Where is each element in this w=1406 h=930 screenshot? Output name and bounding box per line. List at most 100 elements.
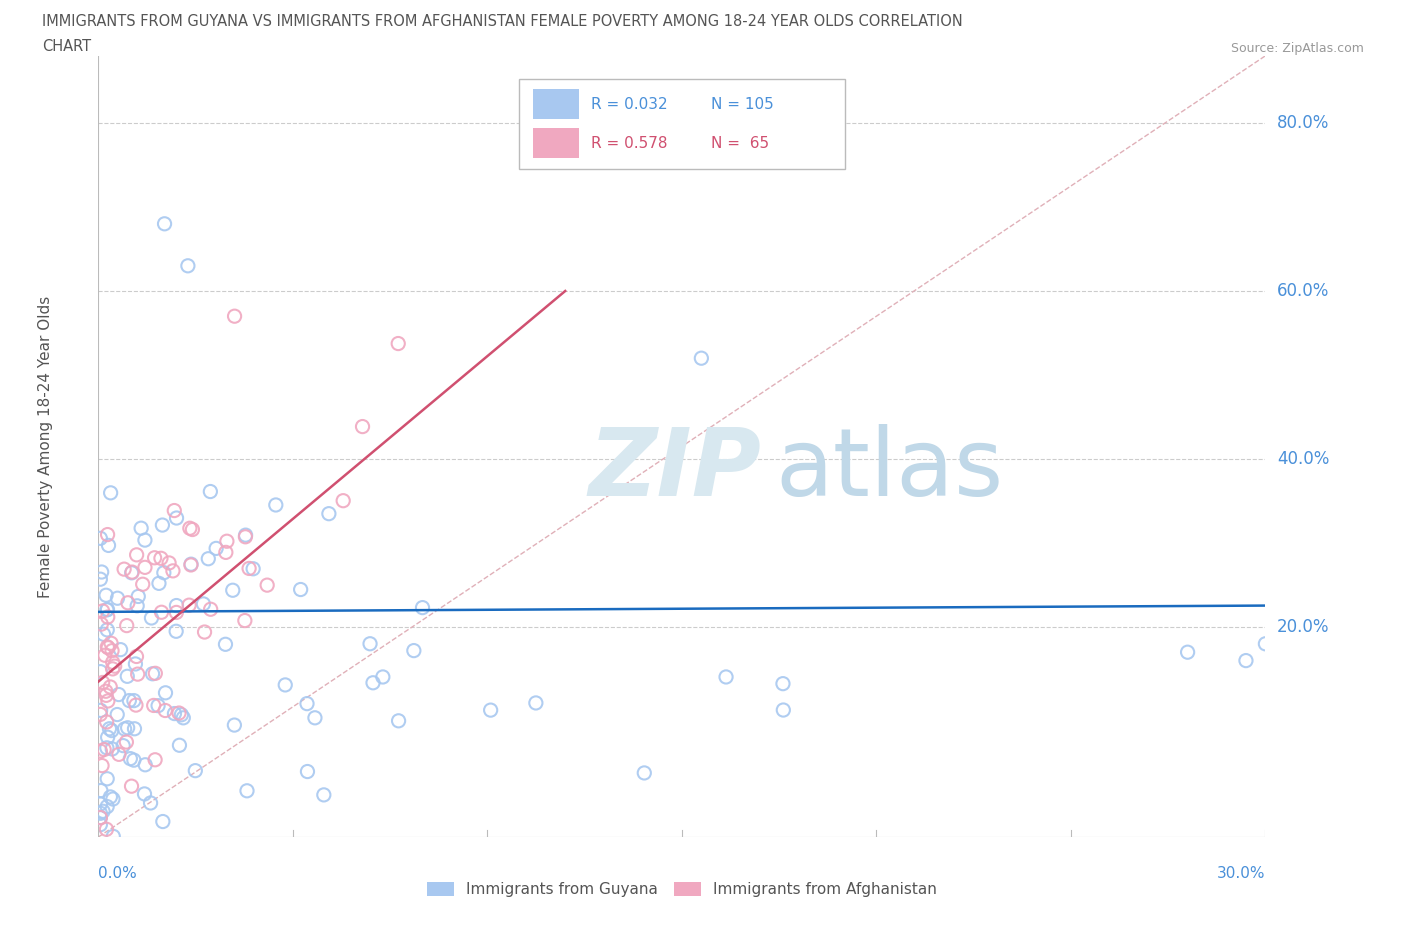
Point	[242, 562, 264, 577]
Point	[96, 714, 118, 729]
Text: R = 0.032: R = 0.032	[591, 97, 668, 112]
Point	[91, 675, 114, 690]
Point	[118, 693, 141, 708]
Point	[169, 737, 191, 752]
Point	[101, 644, 124, 658]
Point	[122, 752, 145, 767]
Point	[387, 713, 409, 728]
Point	[125, 698, 148, 712]
Point	[165, 605, 187, 620]
Point	[127, 589, 149, 604]
Point	[134, 787, 156, 802]
Point	[402, 644, 425, 658]
Point	[89, 744, 111, 759]
Point	[97, 640, 120, 655]
Point	[112, 562, 135, 577]
Point	[181, 522, 204, 537]
Point	[177, 259, 200, 273]
Point	[224, 718, 246, 733]
Point	[297, 764, 319, 779]
Point	[115, 618, 138, 633]
Point	[714, 670, 737, 684]
Text: CHART: CHART	[42, 39, 91, 54]
Text: R = 0.578: R = 0.578	[591, 136, 668, 151]
Point	[222, 583, 245, 598]
Text: IMMIGRANTS FROM GUYANA VS IMMIGRANTS FROM AFGHANISTAN FEMALE POVERTY AMONG 18-24: IMMIGRANTS FROM GUYANA VS IMMIGRANTS FRO…	[42, 14, 963, 29]
Point	[233, 613, 256, 628]
Point	[193, 596, 215, 611]
Point	[90, 565, 112, 579]
Point	[170, 708, 193, 723]
Point	[142, 698, 165, 713]
Point	[256, 578, 278, 592]
Point	[101, 791, 124, 806]
Point	[179, 598, 201, 613]
Point	[96, 602, 118, 617]
Point	[129, 521, 152, 536]
Point	[89, 805, 111, 820]
Point	[89, 572, 111, 587]
Point	[132, 577, 155, 591]
Point	[97, 538, 120, 552]
Point	[236, 783, 259, 798]
Point	[127, 598, 149, 613]
Point	[205, 541, 228, 556]
FancyBboxPatch shape	[533, 128, 579, 158]
Point	[352, 419, 374, 434]
Point	[121, 778, 143, 793]
Point	[104, 658, 127, 673]
Point	[184, 764, 207, 778]
Text: 0.0%: 0.0%	[98, 867, 138, 882]
Point	[152, 518, 174, 533]
Point	[167, 706, 190, 721]
Point	[134, 533, 156, 548]
Point	[124, 657, 146, 671]
Point	[166, 598, 188, 613]
Point	[359, 636, 381, 651]
Text: 80.0%: 80.0%	[1277, 114, 1330, 132]
Text: Source: ZipAtlas.com: Source: ZipAtlas.com	[1230, 42, 1364, 55]
Point	[295, 697, 318, 711]
Point	[101, 661, 124, 676]
Point	[235, 529, 257, 544]
Point	[96, 603, 118, 618]
Point	[100, 724, 122, 738]
Point	[89, 664, 111, 679]
Point	[149, 551, 172, 565]
Point	[134, 757, 156, 772]
Point	[180, 557, 202, 572]
Point	[690, 351, 713, 365]
Point	[117, 721, 139, 736]
Point	[89, 810, 111, 825]
Point	[101, 741, 124, 756]
Point	[633, 765, 655, 780]
Point	[96, 822, 118, 837]
Point	[89, 531, 111, 546]
Text: N =  65: N = 65	[711, 136, 769, 151]
Point	[101, 655, 124, 670]
Point	[121, 565, 143, 580]
Point	[238, 561, 260, 576]
Point	[166, 511, 188, 525]
Point	[97, 609, 120, 624]
Text: 40.0%: 40.0%	[1277, 450, 1330, 468]
Point	[264, 498, 287, 512]
Point	[96, 771, 118, 786]
Point	[152, 814, 174, 829]
Point	[215, 534, 238, 549]
Point	[89, 817, 111, 832]
Point	[143, 666, 166, 681]
Point	[100, 636, 122, 651]
Point	[148, 576, 170, 591]
Point	[332, 493, 354, 508]
Point	[1234, 653, 1257, 668]
Point	[91, 804, 114, 818]
Point	[120, 751, 142, 766]
Text: 30.0%: 30.0%	[1218, 867, 1265, 882]
Point	[155, 685, 177, 700]
Point	[93, 627, 115, 642]
FancyBboxPatch shape	[519, 79, 845, 169]
Point	[772, 702, 794, 717]
Point	[97, 527, 120, 542]
Point	[97, 730, 120, 745]
